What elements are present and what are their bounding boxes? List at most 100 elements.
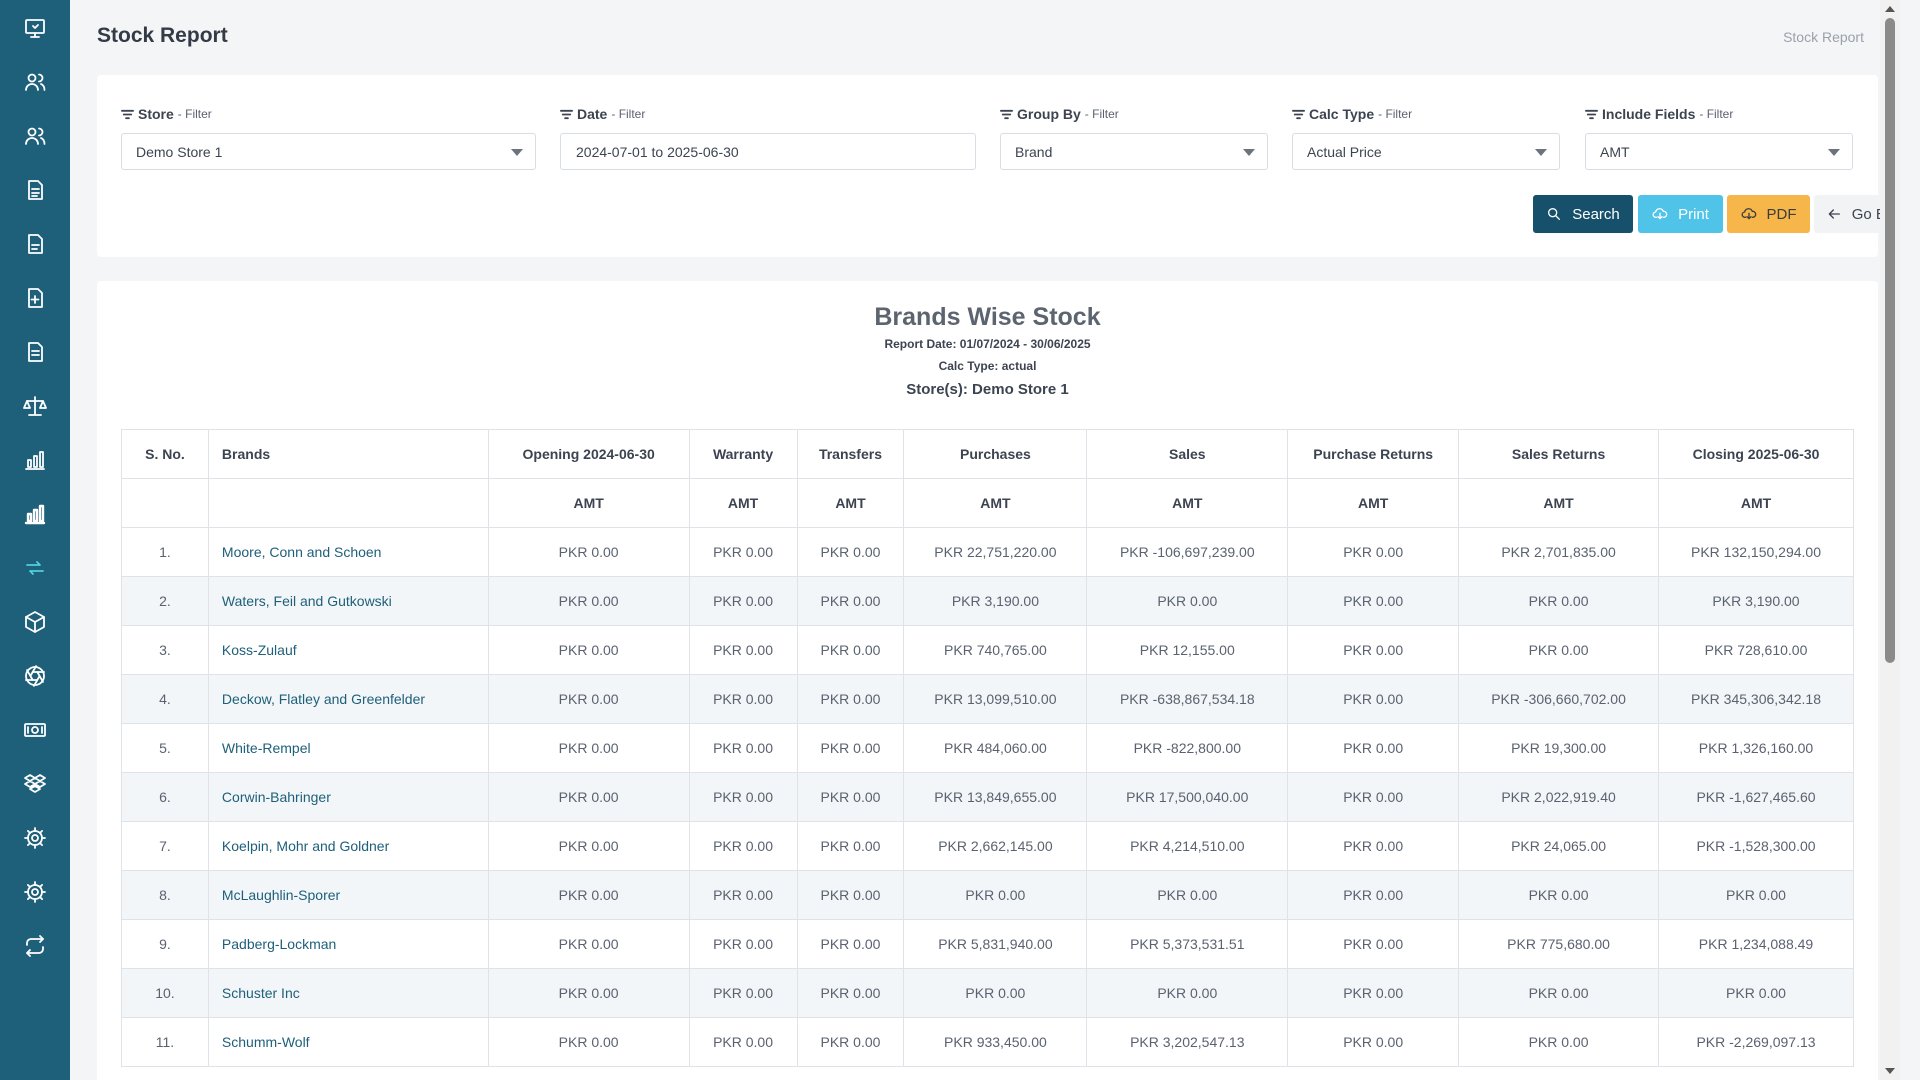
amount-cell: PKR 484,060.00 <box>903 723 1088 773</box>
calc-type-select[interactable]: Actual Price <box>1292 133 1560 170</box>
amount-cell: PKR 0.00 <box>487 625 690 675</box>
row-number: 3. <box>121 625 209 675</box>
amount-cell: PKR -106,697,239.00 <box>1086 527 1289 577</box>
amount-cell: PKR 13,099,510.00 <box>903 674 1088 724</box>
scale-icon[interactable] <box>20 391 50 421</box>
amount-cell: PKR 0.00 <box>688 625 798 675</box>
subheader-cell: AMT <box>1658 478 1854 528</box>
table-body: AMT AMT AMT AMT AMT AMT AMT AMT 1. Moore,… <box>121 478 1854 1067</box>
gear-icon[interactable] <box>20 877 50 907</box>
subheader-cell: AMT <box>688 478 798 528</box>
amount-cell: PKR 0.00 <box>796 870 905 920</box>
filter-label: Include Fields <box>1602 106 1696 122</box>
aperture-icon[interactable] <box>20 661 50 691</box>
arrow-left-icon <box>1828 209 1840 219</box>
amount-cell: PKR -306,660,702.00 <box>1458 674 1659 724</box>
brand-link[interactable]: Moore, Conn and Schoen <box>207 527 489 577</box>
search-button[interactable]: Search <box>1533 195 1633 233</box>
repeat-icon[interactable] <box>20 931 50 961</box>
dropbox-icon[interactable] <box>20 769 50 799</box>
amount-cell: PKR 0.00 <box>1287 772 1460 822</box>
subheader-cell: AMT <box>1287 478 1460 528</box>
document-add-icon[interactable] <box>20 283 50 313</box>
amount-cell: PKR 0.00 <box>688 1017 798 1067</box>
amount-cell: PKR 0.00 <box>487 674 690 724</box>
brand-link[interactable]: Schuster Inc <box>207 968 489 1018</box>
breadcrumb[interactable]: Stock Report <box>1783 29 1864 45</box>
brand-link[interactable]: White-Rempel <box>207 723 489 773</box>
brand-link[interactable]: Koelpin, Mohr and Goldner <box>207 821 489 871</box>
scroll-up-arrow-icon[interactable] <box>1885 6 1895 12</box>
amount-cell: PKR 0.00 <box>487 723 690 773</box>
subheader-cell: AMT <box>796 478 905 528</box>
gear-icon[interactable] <box>20 823 50 853</box>
filter-label: Store <box>138 106 174 122</box>
brand-link[interactable]: Corwin-Bahringer <box>207 772 489 822</box>
filter-icon <box>560 108 573 121</box>
amount-cell: PKR 0.00 <box>1287 870 1460 920</box>
date-range-input[interactable]: 2024-07-01 to 2025-06-30 <box>560 133 976 170</box>
bar-chart-icon[interactable] <box>20 445 50 475</box>
amount-cell: PKR 1,326,160.00 <box>1658 723 1854 773</box>
amount-cell: PKR 0.00 <box>1287 919 1460 969</box>
amount-cell: PKR 17,500,040.00 <box>1086 772 1289 822</box>
users-icon[interactable] <box>20 121 50 151</box>
search-icon <box>1548 208 1561 220</box>
row-number: 6. <box>121 772 209 822</box>
box-icon[interactable] <box>20 607 50 637</box>
column-header-opening: Opening 2024-06-30 <box>487 429 690 479</box>
column-header-sales-returns: Sales Returns <box>1458 429 1659 479</box>
brand-link[interactable]: Padberg-Lockman <box>207 919 489 969</box>
table-row: 9. Padberg-Lockman PKR 0.00 PKR 0.00 PKR 0.0… <box>121 919 1854 969</box>
amount-cell: PKR 0.00 <box>688 674 798 724</box>
include-fields-select[interactable]: AMT <box>1585 133 1853 170</box>
brand-link[interactable]: McLaughlin-Sporer <box>207 870 489 920</box>
refresh-icon[interactable] <box>20 553 50 583</box>
table-header-row: S. No. Brands Opening 2024-06-30 Warrant… <box>121 429 1854 479</box>
document-icon[interactable] <box>20 337 50 367</box>
document-icon[interactable] <box>20 175 50 205</box>
amount-cell: PKR 0.00 <box>1658 870 1854 920</box>
report-card: Brands Wise Stock Report Date: 01/07/202… <box>97 281 1878 1080</box>
table-row: 2. Waters, Feil and Gutkowski PKR 0.00 PKR … <box>121 576 1854 626</box>
main-content: Stock Report Stock Report Store - Filter… <box>70 0 1900 1080</box>
stock-table: S. No. Brands Opening 2024-06-30 Warrant… <box>121 429 1854 1067</box>
row-number: 9. <box>121 919 209 969</box>
money-icon[interactable] <box>20 715 50 745</box>
document-icon[interactable] <box>20 229 50 259</box>
filter-icon <box>1585 108 1598 121</box>
column-header-purchase-returns: Purchase Returns <box>1287 429 1460 479</box>
brand-link[interactable]: Schumm-Wolf <box>207 1017 489 1067</box>
column-header-transfers: Transfers <box>796 429 905 479</box>
brand-link[interactable]: Koss-Zulauf <box>207 625 489 675</box>
amount-cell: PKR 0.00 <box>688 772 798 822</box>
table-row: 11. Schumm-Wolf PKR 0.00 PKR 0.00 PKR 0.00 PK… <box>121 1017 1854 1067</box>
subheader-cell: AMT <box>1086 478 1289 528</box>
scroll-down-arrow-icon[interactable] <box>1885 1068 1895 1074</box>
sidebar <box>0 0 70 1080</box>
group-by-select[interactable]: Brand <box>1000 133 1268 170</box>
filter-icon <box>1292 108 1305 121</box>
row-number: 5. <box>121 723 209 773</box>
monitor-icon[interactable] <box>20 13 50 43</box>
bar-chart-icon[interactable] <box>20 499 50 529</box>
row-number: 7. <box>121 821 209 871</box>
amount-cell: PKR 0.00 <box>796 576 905 626</box>
row-number: 8. <box>121 870 209 920</box>
calc-type-filter: Calc Type - Filter Actual Price <box>1292 105 1560 170</box>
brand-link[interactable]: Waters, Feil and Gutkowski <box>207 576 489 626</box>
users-icon[interactable] <box>20 67 50 97</box>
amount-cell: PKR 0.00 <box>1086 968 1289 1018</box>
vertical-scrollbar[interactable] <box>1880 0 1900 1080</box>
store-select[interactable]: Demo Store 1 <box>121 133 536 170</box>
row-number: 2. <box>121 576 209 626</box>
store-filter: Store - Filter Demo Store 1 <box>121 105 536 170</box>
filter-label: Date <box>577 106 608 122</box>
brand-link[interactable]: Deckow, Flatley and Greenfelder <box>207 674 489 724</box>
amount-cell: PKR 0.00 <box>688 968 798 1018</box>
search-button-label: Search <box>1572 205 1620 223</box>
pdf-button[interactable]: PDF <box>1727 195 1810 233</box>
print-button[interactable]: Print <box>1638 195 1723 233</box>
subheader-cell: AMT <box>1458 478 1659 528</box>
scrollbar-thumb[interactable] <box>1885 18 1895 663</box>
